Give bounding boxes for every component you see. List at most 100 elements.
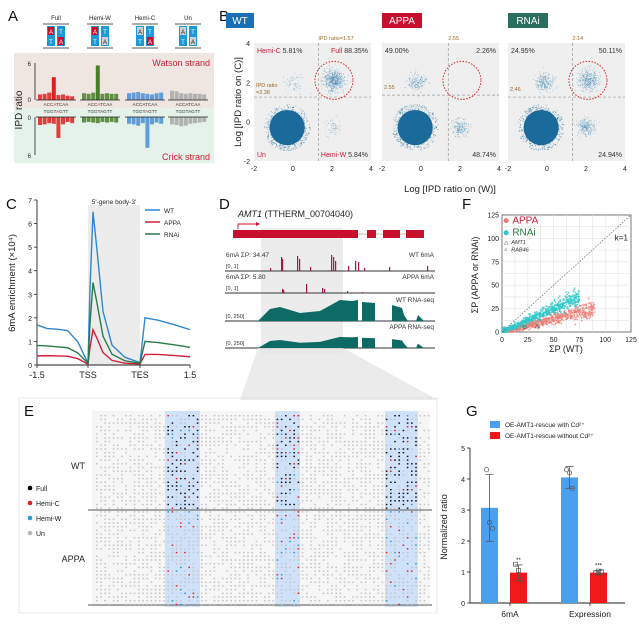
read-site: [154, 489, 157, 491]
scatter-point: [331, 82, 333, 84]
scatter-point: [342, 80, 344, 82]
read-site: [280, 522, 283, 524]
read-site: [159, 477, 161, 480]
scatter-point: [583, 85, 585, 87]
scatter-point: [434, 135, 436, 137]
read-site: [369, 474, 371, 476]
read-site: [226, 507, 228, 509]
read-site: [415, 429, 417, 432]
scatter-point: [587, 129, 589, 131]
scatter-point: [337, 74, 339, 76]
read-site: [247, 500, 249, 502]
scatter-point: [541, 79, 543, 81]
scatter-point: [415, 77, 417, 79]
scatter-point: [324, 68, 325, 70]
read-site: [209, 492, 211, 495]
scatter-point: [333, 73, 335, 75]
read-site: [272, 481, 274, 483]
scatter-point: [593, 121, 595, 123]
read-site: [301, 533, 304, 535]
scatter-point: [324, 77, 326, 79]
scatter-point: [408, 78, 410, 80]
scatter-point: [343, 76, 345, 77]
read-site: [360, 418, 363, 421]
scatter-point: [423, 143, 425, 145]
scatter-point: [328, 77, 330, 79]
scatter-point: [597, 80, 599, 81]
read-site: [360, 433, 363, 435]
read-site: [381, 500, 384, 502]
scatter-point: [331, 80, 333, 81]
read-site: [146, 511, 148, 513]
scatter-point: [589, 120, 591, 121]
read-site: [301, 452, 304, 454]
scatter-point: [333, 90, 335, 92]
scatter-point: [586, 71, 588, 73]
read-site: [415, 477, 417, 480]
scatter-point: [417, 83, 418, 85]
scatter-point: [469, 124, 471, 126]
read-site: [406, 507, 409, 509]
read-site: [180, 444, 182, 446]
scatter-point: [593, 119, 595, 121]
read-site: [209, 463, 211, 465]
read-site: [394, 518, 396, 520]
read-site: [276, 418, 279, 421]
scatter-point: [540, 80, 542, 82]
scatter-point: [548, 146, 550, 148]
read-site: [289, 444, 291, 446]
read-site: [213, 533, 216, 535]
scatter-point: [329, 91, 331, 93]
scatter-point: [325, 84, 327, 86]
scatter-point: [402, 143, 404, 145]
scatter-point: [583, 76, 585, 78]
scatter-point: [330, 78, 332, 80]
read-site: [230, 433, 232, 435]
read-site: [104, 496, 106, 498]
scatter-point: [415, 146, 417, 148]
read-site: [146, 518, 148, 520]
scatter-point: [542, 94, 544, 96]
read-site: [385, 485, 388, 487]
scatter-point: [336, 80, 338, 82]
scatter-point: [594, 78, 596, 80]
scatter-point: [265, 132, 267, 134]
read-site: [348, 503, 350, 506]
read-site: [339, 448, 342, 450]
read-site: [226, 540, 228, 543]
read-site: [390, 503, 392, 506]
scatter-point: [324, 130, 326, 132]
scatter-point: [275, 141, 277, 143]
scatter-point: [321, 80, 323, 82]
read-site: [230, 429, 232, 432]
read-site: [285, 503, 287, 506]
scatter-point: [266, 121, 268, 123]
scatter-point: [415, 79, 417, 81]
read-site: [385, 474, 388, 476]
read-site: [117, 496, 119, 498]
read-site: [205, 496, 207, 498]
scatter-point: [436, 118, 438, 120]
scatter-point: [337, 78, 339, 80]
scatter-point: [536, 149, 538, 151]
scatter-point: [325, 79, 327, 81]
watson-bar: [193, 93, 197, 100]
scatter-point: [587, 126, 589, 128]
read-site: [255, 511, 258, 513]
scatter-point: [335, 75, 337, 77]
scatter-point: [333, 84, 335, 86]
scatter-point: [329, 81, 331, 83]
read-site: [293, 444, 295, 446]
scatter-point: [591, 84, 593, 86]
read-site: [175, 466, 178, 469]
scatter-point: [548, 78, 550, 79]
scatter-point: [319, 98, 321, 100]
read-site: [222, 415, 224, 417]
read-site: [356, 507, 358, 509]
scatter-point: [340, 87, 342, 89]
read-site: [163, 477, 165, 480]
read-site: [133, 518, 136, 520]
scatter-point: [544, 79, 546, 81]
read-site: [268, 422, 270, 424]
read-site: [96, 474, 98, 476]
